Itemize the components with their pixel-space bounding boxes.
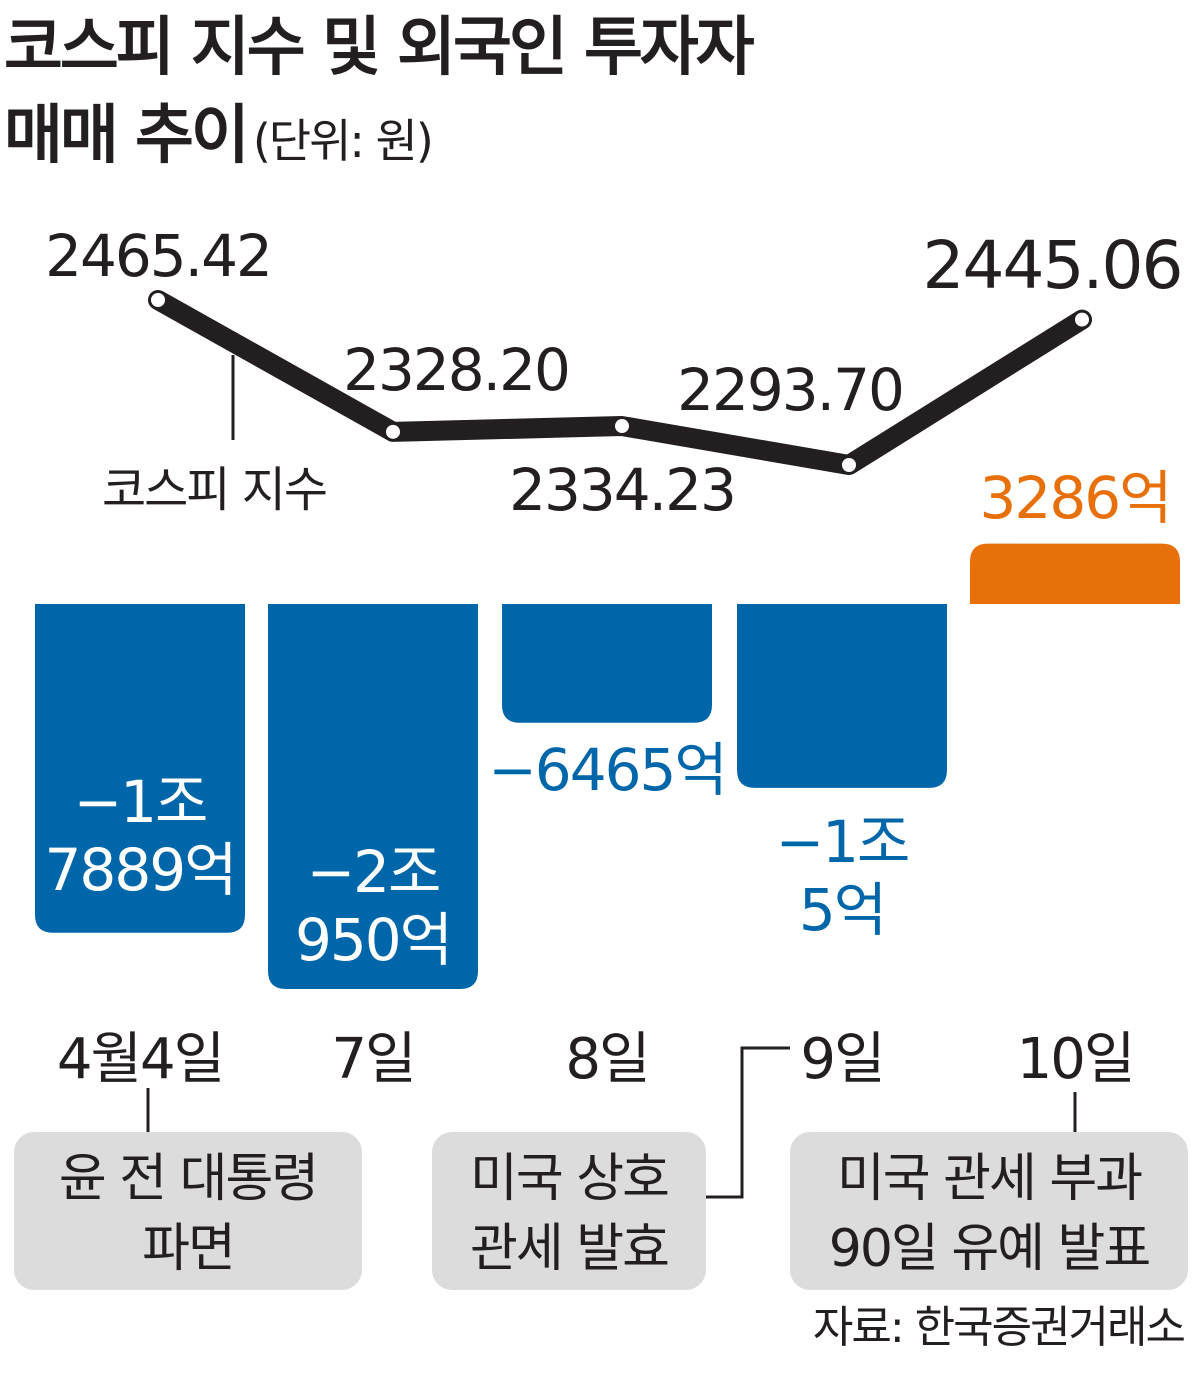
event-text-1-1: 윤 전 대통령 bbox=[59, 1149, 317, 1209]
chart-title-line1: 코스피 지수 및 외국인 투자자 bbox=[4, 11, 755, 85]
bar-label-2-2: 950억 bbox=[295, 906, 451, 974]
kospi-index-line bbox=[148, 290, 1092, 475]
event-text-1-2: 파면 bbox=[142, 1219, 234, 1279]
kospi-point-5 bbox=[1075, 312, 1089, 327]
line-series-label: 코스피 지수 bbox=[102, 462, 326, 518]
bar-2 bbox=[268, 604, 478, 989]
bar-label-2-1: −2조 bbox=[307, 838, 440, 906]
kospi-label-1: 2465.42 bbox=[45, 222, 271, 290]
x-tick-3: 8일 bbox=[565, 1027, 648, 1092]
kospi-point-3 bbox=[615, 419, 629, 434]
kospi-label-4: 2293.70 bbox=[677, 356, 903, 424]
chart-title-line2: 매매 추이 (단위: 원) bbox=[4, 104, 434, 168]
event-box-3 bbox=[790, 1132, 1188, 1290]
event-box-2 bbox=[432, 1132, 706, 1290]
x-tick-1: 4월4일 bbox=[57, 1027, 223, 1092]
unit-label: (단위: 원) bbox=[252, 114, 434, 168]
bar-1 bbox=[35, 604, 245, 933]
x-tick-4: 9일 bbox=[800, 1027, 883, 1092]
kospi-point-1 bbox=[151, 293, 165, 307]
event-text-2-1: 미국 상호 bbox=[470, 1149, 668, 1209]
x-tick-5: 10일 bbox=[1017, 1027, 1134, 1092]
event-leader-2 bbox=[706, 1046, 790, 1199]
event-box-1 bbox=[14, 1132, 362, 1290]
bar-3 bbox=[502, 604, 712, 723]
kospi-point-4 bbox=[842, 458, 856, 472]
bar-label-4-2: 5억 bbox=[799, 876, 885, 944]
bar-label-1-2: 7889억 bbox=[45, 836, 236, 904]
kospi-label-3: 2334.23 bbox=[509, 456, 735, 524]
bar-label-5-1: 3286억 bbox=[980, 464, 1171, 532]
bar-label-4-1: −1조 bbox=[776, 808, 909, 876]
bar-label-1-1: −1조 bbox=[74, 768, 207, 836]
bar-4 bbox=[737, 604, 947, 788]
kospi-label-2: 2328.20 bbox=[343, 336, 569, 404]
chart-title-line2-text: 매매 추이 bbox=[4, 99, 250, 173]
x-tick-2: 7일 bbox=[331, 1027, 414, 1092]
kospi-label-5: 2445.06 bbox=[923, 227, 1182, 304]
bar-5 bbox=[970, 543, 1180, 604]
event-text-2-2: 관세 발효 bbox=[470, 1219, 668, 1279]
event-text-3-1: 미국 관세 부과 bbox=[837, 1149, 1142, 1209]
kospi-point-2 bbox=[386, 424, 400, 439]
bar-label-3-1: −6465억 bbox=[488, 736, 726, 804]
event-text-3-2: 90일 유예 발표 bbox=[829, 1219, 1150, 1279]
source-credit: 자료: 한국증권거래소 bbox=[812, 1302, 1186, 1353]
